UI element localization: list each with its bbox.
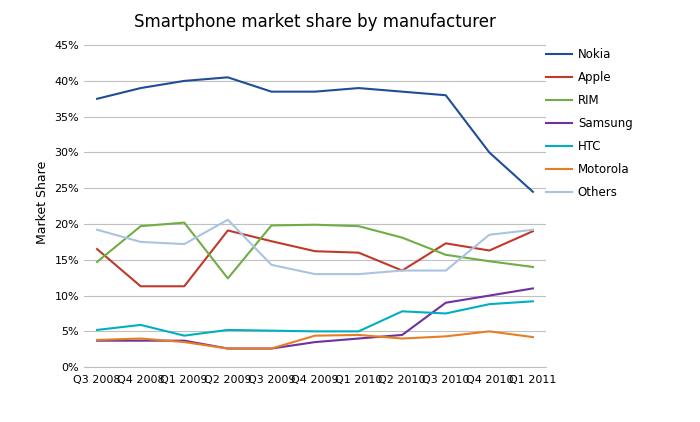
Motorola <box>223 346 232 351</box>
Others <box>354 272 363 277</box>
Nokia <box>267 89 276 94</box>
Nokia <box>136 86 145 91</box>
Nokia <box>354 86 363 91</box>
HTC <box>223 327 232 333</box>
Samsung <box>311 340 319 345</box>
Others <box>528 227 537 232</box>
Others <box>398 268 407 273</box>
RIM <box>93 260 102 265</box>
Apple <box>398 268 407 273</box>
RIM <box>136 224 145 229</box>
RIM <box>528 265 537 270</box>
Line: Samsung: Samsung <box>97 288 533 349</box>
Others <box>223 217 232 222</box>
RIM <box>485 259 494 264</box>
Motorola <box>311 333 319 338</box>
HTC <box>311 329 319 334</box>
Line: RIM: RIM <box>97 222 533 279</box>
Nokia <box>398 89 407 94</box>
Apple <box>442 241 450 246</box>
Nokia <box>93 96 102 101</box>
Line: Motorola: Motorola <box>97 331 533 349</box>
Y-axis label: Market Share: Market Share <box>36 161 49 244</box>
Apple <box>528 229 537 234</box>
Apple <box>485 248 494 253</box>
Nokia <box>311 89 319 94</box>
Motorola <box>180 340 188 345</box>
Samsung <box>136 338 145 343</box>
Others <box>93 227 102 232</box>
Apple <box>93 246 102 252</box>
RIM <box>180 220 188 225</box>
RIM <box>398 235 407 240</box>
Motorola <box>485 329 494 334</box>
Apple <box>267 239 276 244</box>
Title: Smartphone market share by manufacturer: Smartphone market share by manufacturer <box>134 13 496 31</box>
Apple <box>311 249 319 254</box>
Samsung <box>528 286 537 291</box>
Samsung <box>223 346 232 351</box>
Samsung <box>180 338 188 343</box>
HTC <box>93 327 102 333</box>
Line: Others: Others <box>97 220 533 274</box>
HTC <box>485 302 494 307</box>
HTC <box>180 333 188 338</box>
Motorola <box>267 346 276 351</box>
Others <box>485 232 494 237</box>
Motorola <box>136 336 145 341</box>
Nokia <box>528 189 537 195</box>
Line: HTC: HTC <box>97 301 533 335</box>
RIM <box>267 223 276 228</box>
Apple <box>180 284 188 289</box>
Others <box>180 241 188 246</box>
Motorola <box>442 334 450 339</box>
HTC <box>528 299 537 304</box>
Nokia <box>180 78 188 84</box>
Nokia <box>442 93 450 98</box>
Apple <box>223 228 232 233</box>
HTC <box>354 329 363 334</box>
HTC <box>136 322 145 327</box>
Nokia <box>485 150 494 155</box>
Others <box>442 268 450 273</box>
Motorola <box>528 335 537 340</box>
Others <box>267 262 276 268</box>
Samsung <box>398 333 407 338</box>
Apple <box>136 284 145 289</box>
Samsung <box>354 336 363 341</box>
RIM <box>311 222 319 227</box>
Line: Nokia: Nokia <box>97 77 533 192</box>
Others <box>311 272 319 277</box>
Motorola <box>398 336 407 341</box>
Samsung <box>485 293 494 298</box>
RIM <box>354 224 363 229</box>
Legend: Nokia, Apple, RIM, Samsung, HTC, Motorola, Others: Nokia, Apple, RIM, Samsung, HTC, Motorol… <box>546 48 633 199</box>
Samsung <box>93 338 102 343</box>
Apple <box>354 250 363 255</box>
HTC <box>442 311 450 316</box>
RIM <box>442 252 450 257</box>
Motorola <box>93 338 102 343</box>
Nokia <box>223 75 232 80</box>
HTC <box>398 309 407 314</box>
Motorola <box>354 333 363 338</box>
Others <box>136 239 145 244</box>
Samsung <box>442 300 450 305</box>
Line: Apple: Apple <box>97 230 533 286</box>
RIM <box>223 276 232 281</box>
HTC <box>267 328 276 333</box>
Samsung <box>267 346 276 351</box>
